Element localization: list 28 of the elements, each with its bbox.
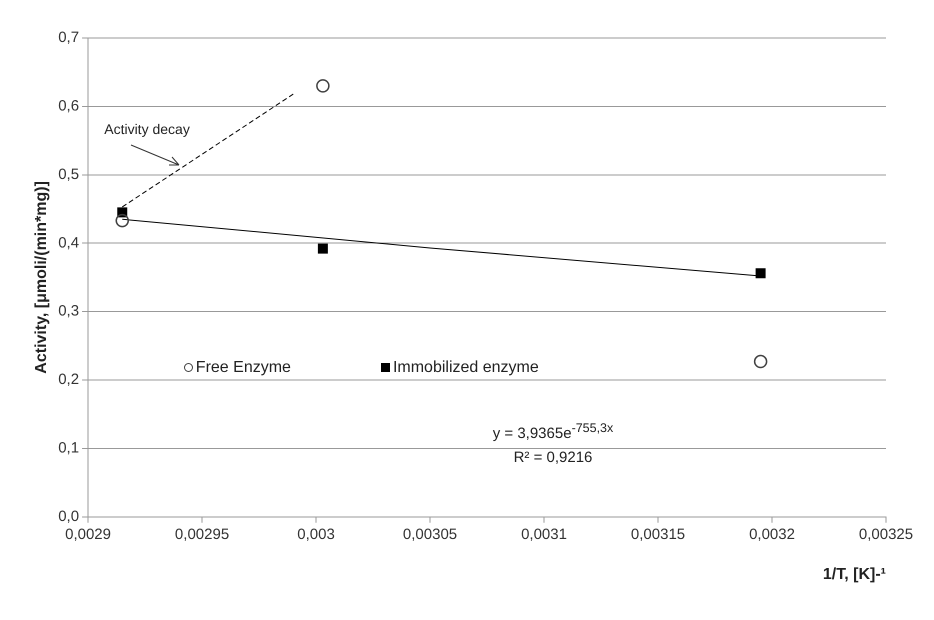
x-tick-label: 0,00305	[402, 526, 458, 543]
x-tick-label: 0,0032	[749, 526, 795, 543]
x-tick-label: 0,0029	[65, 526, 111, 543]
annotation: y = 3,9365e$^{-755,3x}$	[492, 420, 614, 444]
legend-label: Immobilized enzyme	[392, 358, 539, 377]
y-tick-label: 0,5	[58, 166, 80, 183]
annotation: Activity decay	[104, 120, 190, 137]
y-tick-label: 0,0	[58, 508, 80, 525]
point	[756, 268, 766, 278]
annotation: R² = 0,9216	[512, 448, 594, 468]
point	[318, 244, 328, 254]
y-tick-label: 0,4	[58, 234, 80, 252]
point	[754, 354, 768, 368]
y-tick-label: 0,2	[58, 371, 80, 388]
legend-label: Free Enzyme	[196, 358, 291, 377]
x-tick-label: 0,00325	[858, 526, 914, 543]
point	[116, 214, 129, 228]
point	[316, 79, 330, 93]
x-tick-label: 0,00295	[174, 526, 230, 543]
y-tick-label: 0,7	[58, 29, 80, 46]
x-tick-label: 0,00315	[630, 526, 686, 543]
y-tick-label: 0,3	[58, 302, 80, 320]
y-tick-label: 0,1	[58, 440, 80, 457]
x-tick-label: 0,0031	[521, 526, 567, 543]
y-axis-title: Activity, [μmoli/(min*mg)]	[33, 181, 50, 374]
x-tick-label: 0,003	[297, 526, 335, 543]
x-axis-title: 1/T, [K]-¹	[822, 566, 886, 583]
y-tick-label: 0,6	[58, 98, 80, 115]
